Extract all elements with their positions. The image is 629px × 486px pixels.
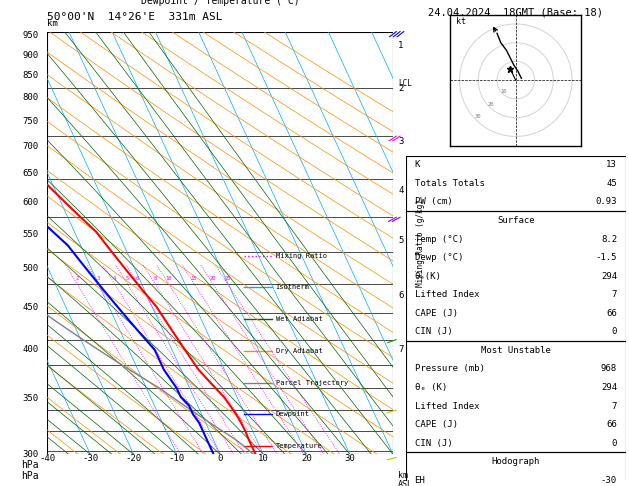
Text: Pressure (mb): Pressure (mb) [415, 364, 484, 373]
Text: 66: 66 [606, 420, 617, 429]
Text: 600: 600 [23, 198, 38, 207]
Text: 4: 4 [398, 186, 404, 195]
Text: Mixing Ratio (g/kg): Mixing Ratio (g/kg) [416, 199, 425, 287]
Text: Mixing Ratio: Mixing Ratio [276, 253, 326, 259]
Text: 750: 750 [23, 117, 38, 126]
Text: 30: 30 [474, 114, 481, 120]
Text: 0.93: 0.93 [596, 197, 617, 207]
Text: 30: 30 [345, 454, 355, 464]
Text: 4: 4 [113, 277, 116, 281]
Text: 8: 8 [153, 277, 157, 281]
Text: 850: 850 [23, 71, 38, 80]
Text: Dewpoint / Temperature (°C): Dewpoint / Temperature (°C) [141, 0, 299, 6]
Text: 7: 7 [611, 401, 617, 411]
Text: ASL: ASL [398, 480, 413, 486]
Text: 650: 650 [23, 169, 38, 178]
Text: 400: 400 [23, 346, 38, 354]
Text: 900: 900 [23, 51, 38, 60]
Text: 300: 300 [23, 450, 38, 459]
Text: Lifted Index: Lifted Index [415, 401, 479, 411]
Text: 450: 450 [23, 302, 38, 312]
Text: 7: 7 [611, 290, 617, 299]
Text: Dewp (°C): Dewp (°C) [415, 253, 463, 262]
Text: 0: 0 [218, 454, 223, 464]
Text: 2: 2 [398, 85, 404, 93]
Text: 45: 45 [606, 179, 617, 188]
Text: 20: 20 [301, 454, 312, 464]
Text: hPa: hPa [21, 460, 38, 470]
Text: Lifted Index: Lifted Index [415, 290, 479, 299]
Text: Dewpoint: Dewpoint [276, 411, 309, 417]
Text: CAPE (J): CAPE (J) [415, 309, 457, 318]
Text: Wet Adiabat: Wet Adiabat [276, 316, 322, 322]
Text: 294: 294 [601, 383, 617, 392]
Text: -20: -20 [126, 454, 142, 464]
Text: Hodograph: Hodograph [492, 457, 540, 466]
Text: 3: 3 [97, 277, 100, 281]
Text: 6: 6 [136, 277, 140, 281]
Text: 294: 294 [601, 272, 617, 280]
Text: -30: -30 [82, 454, 99, 464]
Text: Temperature: Temperature [276, 443, 322, 449]
Text: Temp (°C): Temp (°C) [415, 235, 463, 243]
Text: CAPE (J): CAPE (J) [415, 420, 457, 429]
Text: 550: 550 [23, 229, 38, 239]
Text: 6: 6 [398, 291, 404, 299]
Text: θₑ(K): θₑ(K) [415, 272, 442, 280]
Text: 2: 2 [75, 277, 79, 281]
Text: 10: 10 [258, 454, 269, 464]
Text: 20: 20 [487, 102, 494, 107]
Text: km: km [398, 471, 408, 480]
Text: 700: 700 [23, 142, 38, 151]
Text: kt: kt [456, 17, 466, 26]
Text: km: km [47, 19, 58, 29]
Text: K: K [415, 160, 420, 169]
Text: -1.5: -1.5 [596, 253, 617, 262]
Text: 800: 800 [23, 93, 38, 103]
Text: 10: 10 [500, 89, 506, 94]
Text: CIN (J): CIN (J) [415, 328, 452, 336]
Text: 350: 350 [23, 394, 38, 403]
Text: 20: 20 [209, 277, 216, 281]
Text: 25: 25 [224, 277, 231, 281]
Text: 3: 3 [398, 137, 404, 146]
Text: 0: 0 [611, 328, 617, 336]
Text: 66: 66 [606, 309, 617, 318]
Text: Totals Totals: Totals Totals [415, 179, 484, 188]
Text: -30: -30 [601, 476, 617, 485]
Text: Most Unstable: Most Unstable [481, 346, 551, 355]
Text: θₑ (K): θₑ (K) [415, 383, 447, 392]
Text: PW (cm): PW (cm) [415, 197, 452, 207]
Text: Surface: Surface [497, 216, 535, 225]
Text: 0: 0 [611, 439, 617, 448]
Text: 500: 500 [23, 264, 38, 273]
Text: LCL: LCL [398, 79, 412, 88]
Text: Dry Adiabat: Dry Adiabat [276, 348, 322, 354]
Text: hPa: hPa [21, 471, 38, 481]
Text: 5: 5 [126, 277, 129, 281]
Text: 50°00'N  14°26'E  331m ASL: 50°00'N 14°26'E 331m ASL [47, 12, 223, 22]
Text: 7: 7 [398, 346, 404, 354]
Text: Parcel Trajectory: Parcel Trajectory [276, 380, 348, 385]
Text: -10: -10 [169, 454, 185, 464]
Text: Isotherm: Isotherm [276, 284, 309, 291]
Text: 15: 15 [191, 277, 197, 281]
Text: 950: 950 [23, 31, 38, 40]
Text: 968: 968 [601, 364, 617, 373]
Text: 13: 13 [606, 160, 617, 169]
Text: 1: 1 [398, 41, 404, 50]
Text: 10: 10 [165, 277, 172, 281]
Text: CIN (J): CIN (J) [415, 439, 452, 448]
Text: EH: EH [415, 476, 425, 485]
Text: -40: -40 [39, 454, 55, 464]
Text: 8.2: 8.2 [601, 235, 617, 243]
Text: 5: 5 [398, 236, 404, 245]
Text: 24.04.2024  18GMT (Base: 18): 24.04.2024 18GMT (Base: 18) [428, 7, 603, 17]
